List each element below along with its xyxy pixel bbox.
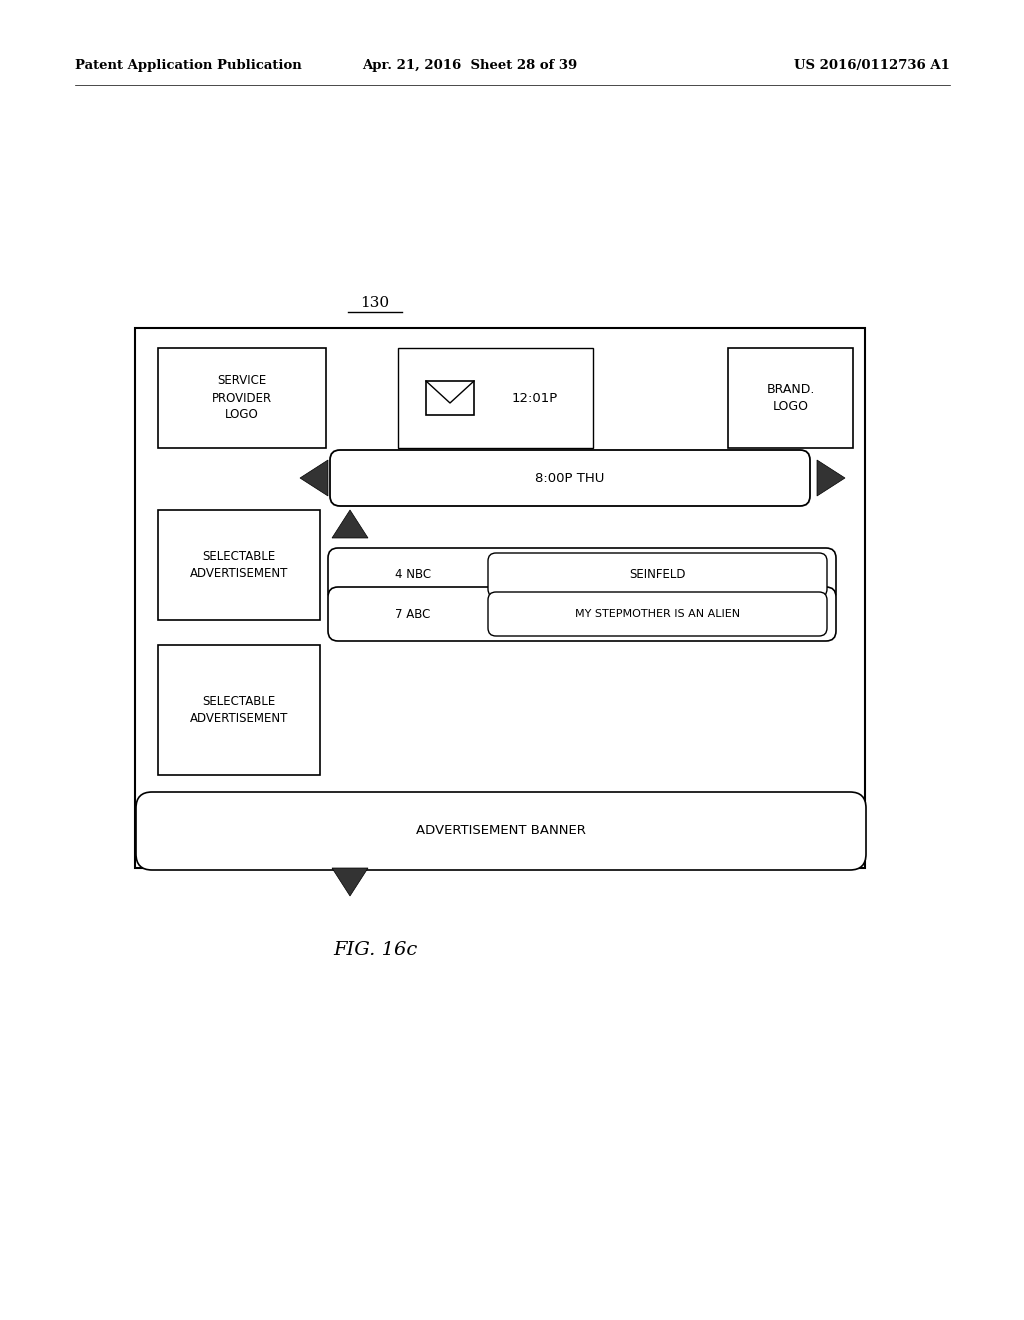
Text: FIG. 16c: FIG. 16c — [333, 941, 417, 960]
Text: SEINFELD: SEINFELD — [630, 569, 686, 582]
FancyBboxPatch shape — [328, 548, 836, 602]
Text: MY STEPMOTHER IS AN ALIEN: MY STEPMOTHER IS AN ALIEN — [574, 609, 740, 619]
Text: Patent Application Publication: Patent Application Publication — [75, 58, 302, 71]
Text: 8:00P THU: 8:00P THU — [536, 471, 605, 484]
FancyBboxPatch shape — [136, 792, 866, 870]
Text: BRAND.
LOGO: BRAND. LOGO — [766, 383, 815, 413]
Text: SERVICE
PROVIDER
LOGO: SERVICE PROVIDER LOGO — [212, 375, 272, 421]
FancyBboxPatch shape — [158, 510, 319, 620]
FancyBboxPatch shape — [158, 645, 319, 775]
Text: 7 ABC: 7 ABC — [395, 607, 431, 620]
FancyBboxPatch shape — [158, 348, 326, 447]
FancyBboxPatch shape — [488, 591, 827, 636]
FancyBboxPatch shape — [398, 348, 593, 447]
Text: 4 NBC: 4 NBC — [395, 569, 431, 582]
Text: ADVERTISEMENT BANNER: ADVERTISEMENT BANNER — [416, 825, 586, 837]
Polygon shape — [332, 510, 368, 539]
Polygon shape — [817, 459, 845, 496]
Text: SELECTABLE
ADVERTISEMENT: SELECTABLE ADVERTISEMENT — [189, 550, 288, 579]
FancyBboxPatch shape — [426, 381, 474, 414]
FancyBboxPatch shape — [135, 327, 865, 869]
Text: US 2016/0112736 A1: US 2016/0112736 A1 — [795, 58, 950, 71]
FancyBboxPatch shape — [328, 587, 836, 642]
Text: Apr. 21, 2016  Sheet 28 of 39: Apr. 21, 2016 Sheet 28 of 39 — [362, 58, 578, 71]
Polygon shape — [300, 459, 328, 496]
FancyBboxPatch shape — [330, 450, 810, 506]
Text: 12:01P: 12:01P — [511, 392, 558, 404]
FancyBboxPatch shape — [488, 553, 827, 597]
FancyBboxPatch shape — [728, 348, 853, 447]
Polygon shape — [332, 869, 368, 896]
Text: 130: 130 — [360, 296, 389, 310]
Text: SELECTABLE
ADVERTISEMENT: SELECTABLE ADVERTISEMENT — [189, 696, 288, 725]
